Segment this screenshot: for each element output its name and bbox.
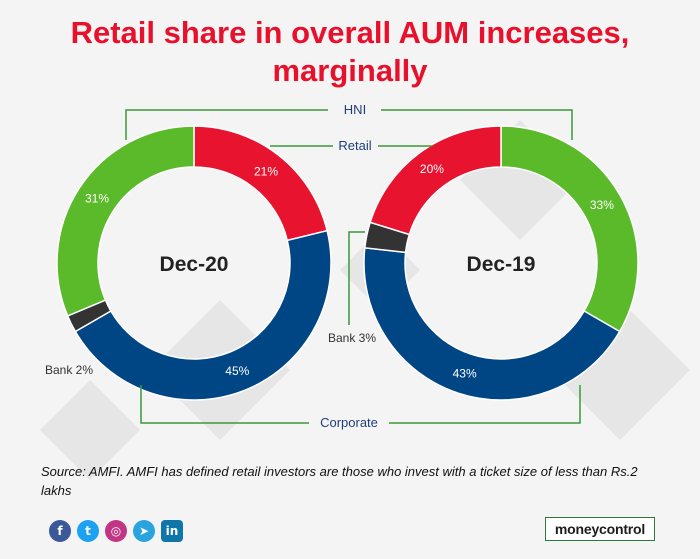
label-dec-20-retail: 21% [254,164,278,178]
slice-dec-20-hni [56,125,195,317]
label-dec-19-bank: Bank 3% [328,331,376,345]
source-note: Source: AMFI. AMFI has defined retail in… [41,464,638,498]
center-label-dec-20: Dec-20 [160,253,229,276]
slice-dec-19-corporate [363,246,621,401]
hni-connector-right [381,109,573,140]
slice-dec-20-retail [193,125,329,242]
linkedin-icon[interactable]: in [161,520,183,542]
callout-retail: Retail [338,138,371,153]
label-dec-19-hni: 33% [590,198,614,212]
label-dec-19-retail: 20% [420,162,444,176]
corporate-connector-left [140,385,309,424]
telegram-icon[interactable]: ➤ [133,520,155,542]
label-dec-20-hni: 31% [85,191,109,205]
social-icons: f t ◎ ➤ in [49,520,183,542]
label-dec-20-corporate: 45% [225,364,249,378]
center-label-dec-19: Dec-19 [467,253,536,276]
facebook-icon[interactable]: f [49,520,71,542]
hni-connector-left [125,109,328,140]
chart-title: Retail share in overall AUM increases, m… [70,15,630,88]
slice-dec-20-corporate [74,229,332,401]
brand-logo: moneycontrol [545,517,655,541]
twitter-icon[interactable]: t [77,520,99,542]
instagram-icon[interactable]: ◎ [105,520,127,542]
label-dec-19-corporate: 43% [453,367,477,381]
bank-connector-dec19 [348,231,365,325]
slice-dec-19-retail [369,125,502,236]
slice-dec-19-hni [500,125,639,333]
callout-corporate: Corporate [320,415,378,430]
callout-hni: HNI [344,102,366,117]
label-dec-20-bank: Bank 2% [45,363,93,377]
corporate-connector-right [389,385,581,424]
